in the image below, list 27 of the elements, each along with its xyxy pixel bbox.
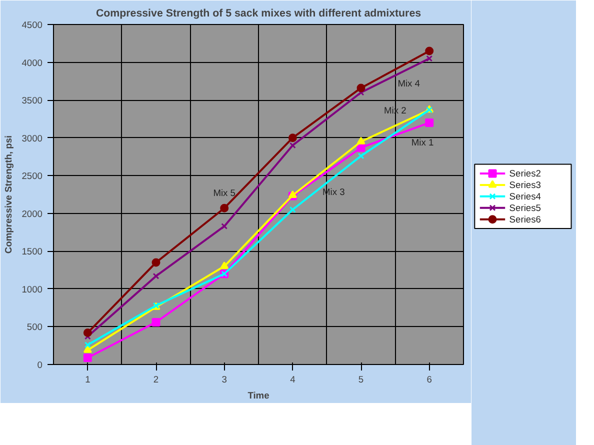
annotation: Mix 1 (411, 137, 434, 148)
legend-label: Series3 (509, 180, 541, 190)
x-tick-label: 6 (426, 374, 432, 384)
x-axis-title: Time (248, 390, 270, 400)
x-tick-label: 1 (85, 374, 90, 384)
y-tick-label: 500 (26, 322, 43, 332)
legend-label: Series5 (509, 202, 541, 213)
y-tick-label: 2000 (22, 208, 43, 219)
x-tick-label: 3 (222, 374, 227, 384)
y-tick-label: 1000 (22, 284, 43, 294)
x-tick-label: 4 (290, 374, 296, 384)
y-axis-title: Compressive Strength, psi (4, 135, 14, 254)
y-tick-label: 2500 (22, 171, 43, 182)
y-tick-label: 3000 (22, 133, 43, 144)
legend-label: Series2 (509, 168, 541, 178)
y-tick-label: 0 (37, 360, 43, 370)
legend-label: Series6 (509, 214, 541, 224)
chart-title: Compressive Strength of 5 sack mixes with different admixtures (96, 8, 422, 20)
y-tick-label: 1500 (22, 246, 43, 257)
x-tick-label: 2 (153, 374, 159, 384)
y-tick-label: 4000 (22, 58, 43, 68)
y-tick-label: 3500 (22, 96, 43, 106)
y-tick-label: 4500 (22, 20, 43, 30)
legend-label: Series4 (509, 191, 541, 202)
annotation: Mix 5 (213, 188, 236, 198)
x-tick-label: 5 (358, 374, 364, 384)
annotation: Mix 4 (398, 78, 420, 88)
